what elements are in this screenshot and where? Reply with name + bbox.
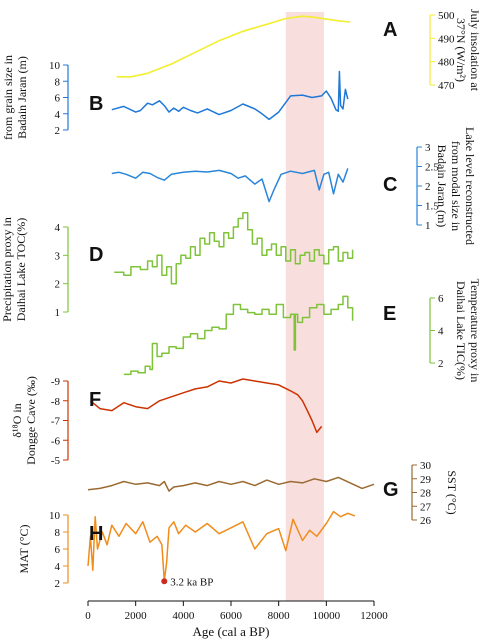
tick-label: -7: [51, 416, 61, 428]
tick-label: 3: [425, 142, 431, 154]
tick-label: 29: [420, 474, 432, 486]
panel-label-G: G: [383, 479, 399, 501]
tick-label: 2.5: [425, 162, 439, 174]
shaded-interval-layer: [285, 12, 324, 601]
panel-label-H: H: [89, 523, 103, 545]
tick-label: 8: [55, 527, 61, 539]
panel-label-E: E: [383, 303, 396, 325]
tick-label: 480: [438, 57, 455, 69]
x-tick-label: 4000: [172, 610, 195, 622]
tick-label: 490: [438, 33, 455, 45]
y-axis-label-line: Badain Jaran (m): [435, 145, 449, 228]
y-axis-label-line: Lake level reconstructed: [463, 127, 477, 245]
y-axis-label-E: Temperature proxy inDaihai Lake TIC(%): [454, 279, 482, 383]
tick-label: 6: [55, 93, 61, 105]
x-tick-label: 2000: [125, 610, 148, 622]
tick-label: 8: [55, 76, 61, 88]
series-line-C: [111, 168, 349, 203]
y-axis-label-line: from grain size in: [1, 55, 15, 140]
series-line-E: [123, 295, 354, 376]
panel-label-A: A: [383, 19, 397, 41]
tick-label: 4: [438, 326, 444, 338]
y-axis-label-B: Lake level reconstructedfrom grain size …: [0, 39, 29, 157]
tick-label: 1: [55, 307, 61, 319]
series-line-G: [87, 476, 375, 492]
tick-label: -5: [51, 455, 61, 467]
tick-label: 26: [420, 515, 432, 527]
y-axis-label-C: Lake level reconstructedfrom modal size …: [435, 127, 477, 245]
tick-label: 27: [420, 501, 432, 513]
y-axis-label-line: MAT (°C): [17, 525, 31, 574]
tick-label: 6: [55, 544, 61, 556]
panel-label-B: B: [89, 93, 103, 115]
y-axis-label-H: MAT (°C): [17, 525, 31, 574]
x-axis-label: Age (cal a BP): [193, 624, 270, 639]
panel-label-F: F: [89, 389, 101, 411]
tick-label: 2: [55, 125, 61, 137]
annotation-marker: [161, 578, 168, 585]
series-line-H: [87, 510, 356, 583]
y-axis-label-G: SST (°C): [445, 470, 459, 514]
y-axis-label-A: July insolation at37°N (W/m²): [454, 9, 482, 92]
series-layer: [87, 15, 375, 585]
tick-label: 500: [438, 10, 455, 22]
y-axis-label-D: Precipitation proxy inDaihai Lake TOC(%): [0, 217, 28, 322]
y-axis-label-line: SST (°C): [445, 470, 459, 514]
tick-label: 1.5: [425, 201, 439, 213]
x-tick-label: 8000: [268, 610, 291, 622]
x-tick-label: 0: [85, 610, 91, 622]
tick-label: -9: [51, 376, 61, 388]
y-axis-label-line: Temperature proxy in: [468, 279, 482, 383]
tick-label: 28: [420, 488, 432, 500]
series-line-A: [116, 15, 351, 78]
series-line-B: [111, 70, 349, 121]
y-axis-label-line: July insolation at: [468, 9, 482, 92]
y-axis-label-line: Dongge Cave (‰): [24, 376, 38, 465]
tick-label: 30: [420, 460, 432, 472]
x-tick-label: 6000: [220, 610, 243, 622]
tick-label: 1: [425, 220, 431, 232]
tick-label: 2: [438, 358, 444, 370]
tick-label: 470: [438, 80, 455, 92]
tick-label: 4: [55, 561, 61, 573]
axes-layer: 47048049050024681011.522.531234246-9-8-7…: [49, 10, 455, 622]
tick-label: 2: [55, 578, 61, 590]
x-tick-label: 10000: [313, 610, 341, 622]
y-axis-label-line: Precipitation proxy in: [0, 217, 14, 322]
tick-label: 2: [55, 279, 61, 291]
x-tick-label: 12000: [360, 610, 388, 622]
tick-label: 4: [55, 222, 61, 234]
tick-label: 10: [49, 60, 61, 72]
series-line-D: [114, 212, 354, 285]
tick-label: -8: [51, 396, 61, 408]
tick-label: -6: [51, 435, 61, 447]
y-axis-label-line: 37°N (W/m²): [454, 18, 468, 82]
panel-label-C: C: [383, 174, 397, 196]
y-axis-label-line: Daihai Lake TIC(%): [454, 281, 468, 380]
series-line-F: [89, 378, 323, 434]
tick-label: 10: [49, 510, 61, 522]
tick-label: 3: [55, 250, 61, 262]
tick-label: 2: [425, 181, 431, 193]
y-axis-label-line: Badain Jaran (m): [15, 56, 29, 139]
label-layer: July insolation at37°N (W/m²) A Lake level…: [0, 9, 482, 639]
annotation-label: 3.2 ka BP: [170, 576, 213, 588]
shaded-interval: [285, 12, 324, 601]
y-axis-label-line: from modal size in: [449, 141, 463, 231]
y-axis-label-F: δ¹⁸O inDongge Cave (‰): [10, 376, 38, 465]
panel-label-D: D: [89, 244, 103, 266]
tick-label: 4: [55, 109, 61, 121]
y-axis-label-line: Daihai Lake TOC(%): [14, 218, 28, 322]
y-axis-label-line: δ¹⁸O in: [10, 403, 24, 437]
tick-label: 6: [438, 293, 444, 305]
y-axis-label-line: Lake level reconstructed: [0, 39, 1, 157]
